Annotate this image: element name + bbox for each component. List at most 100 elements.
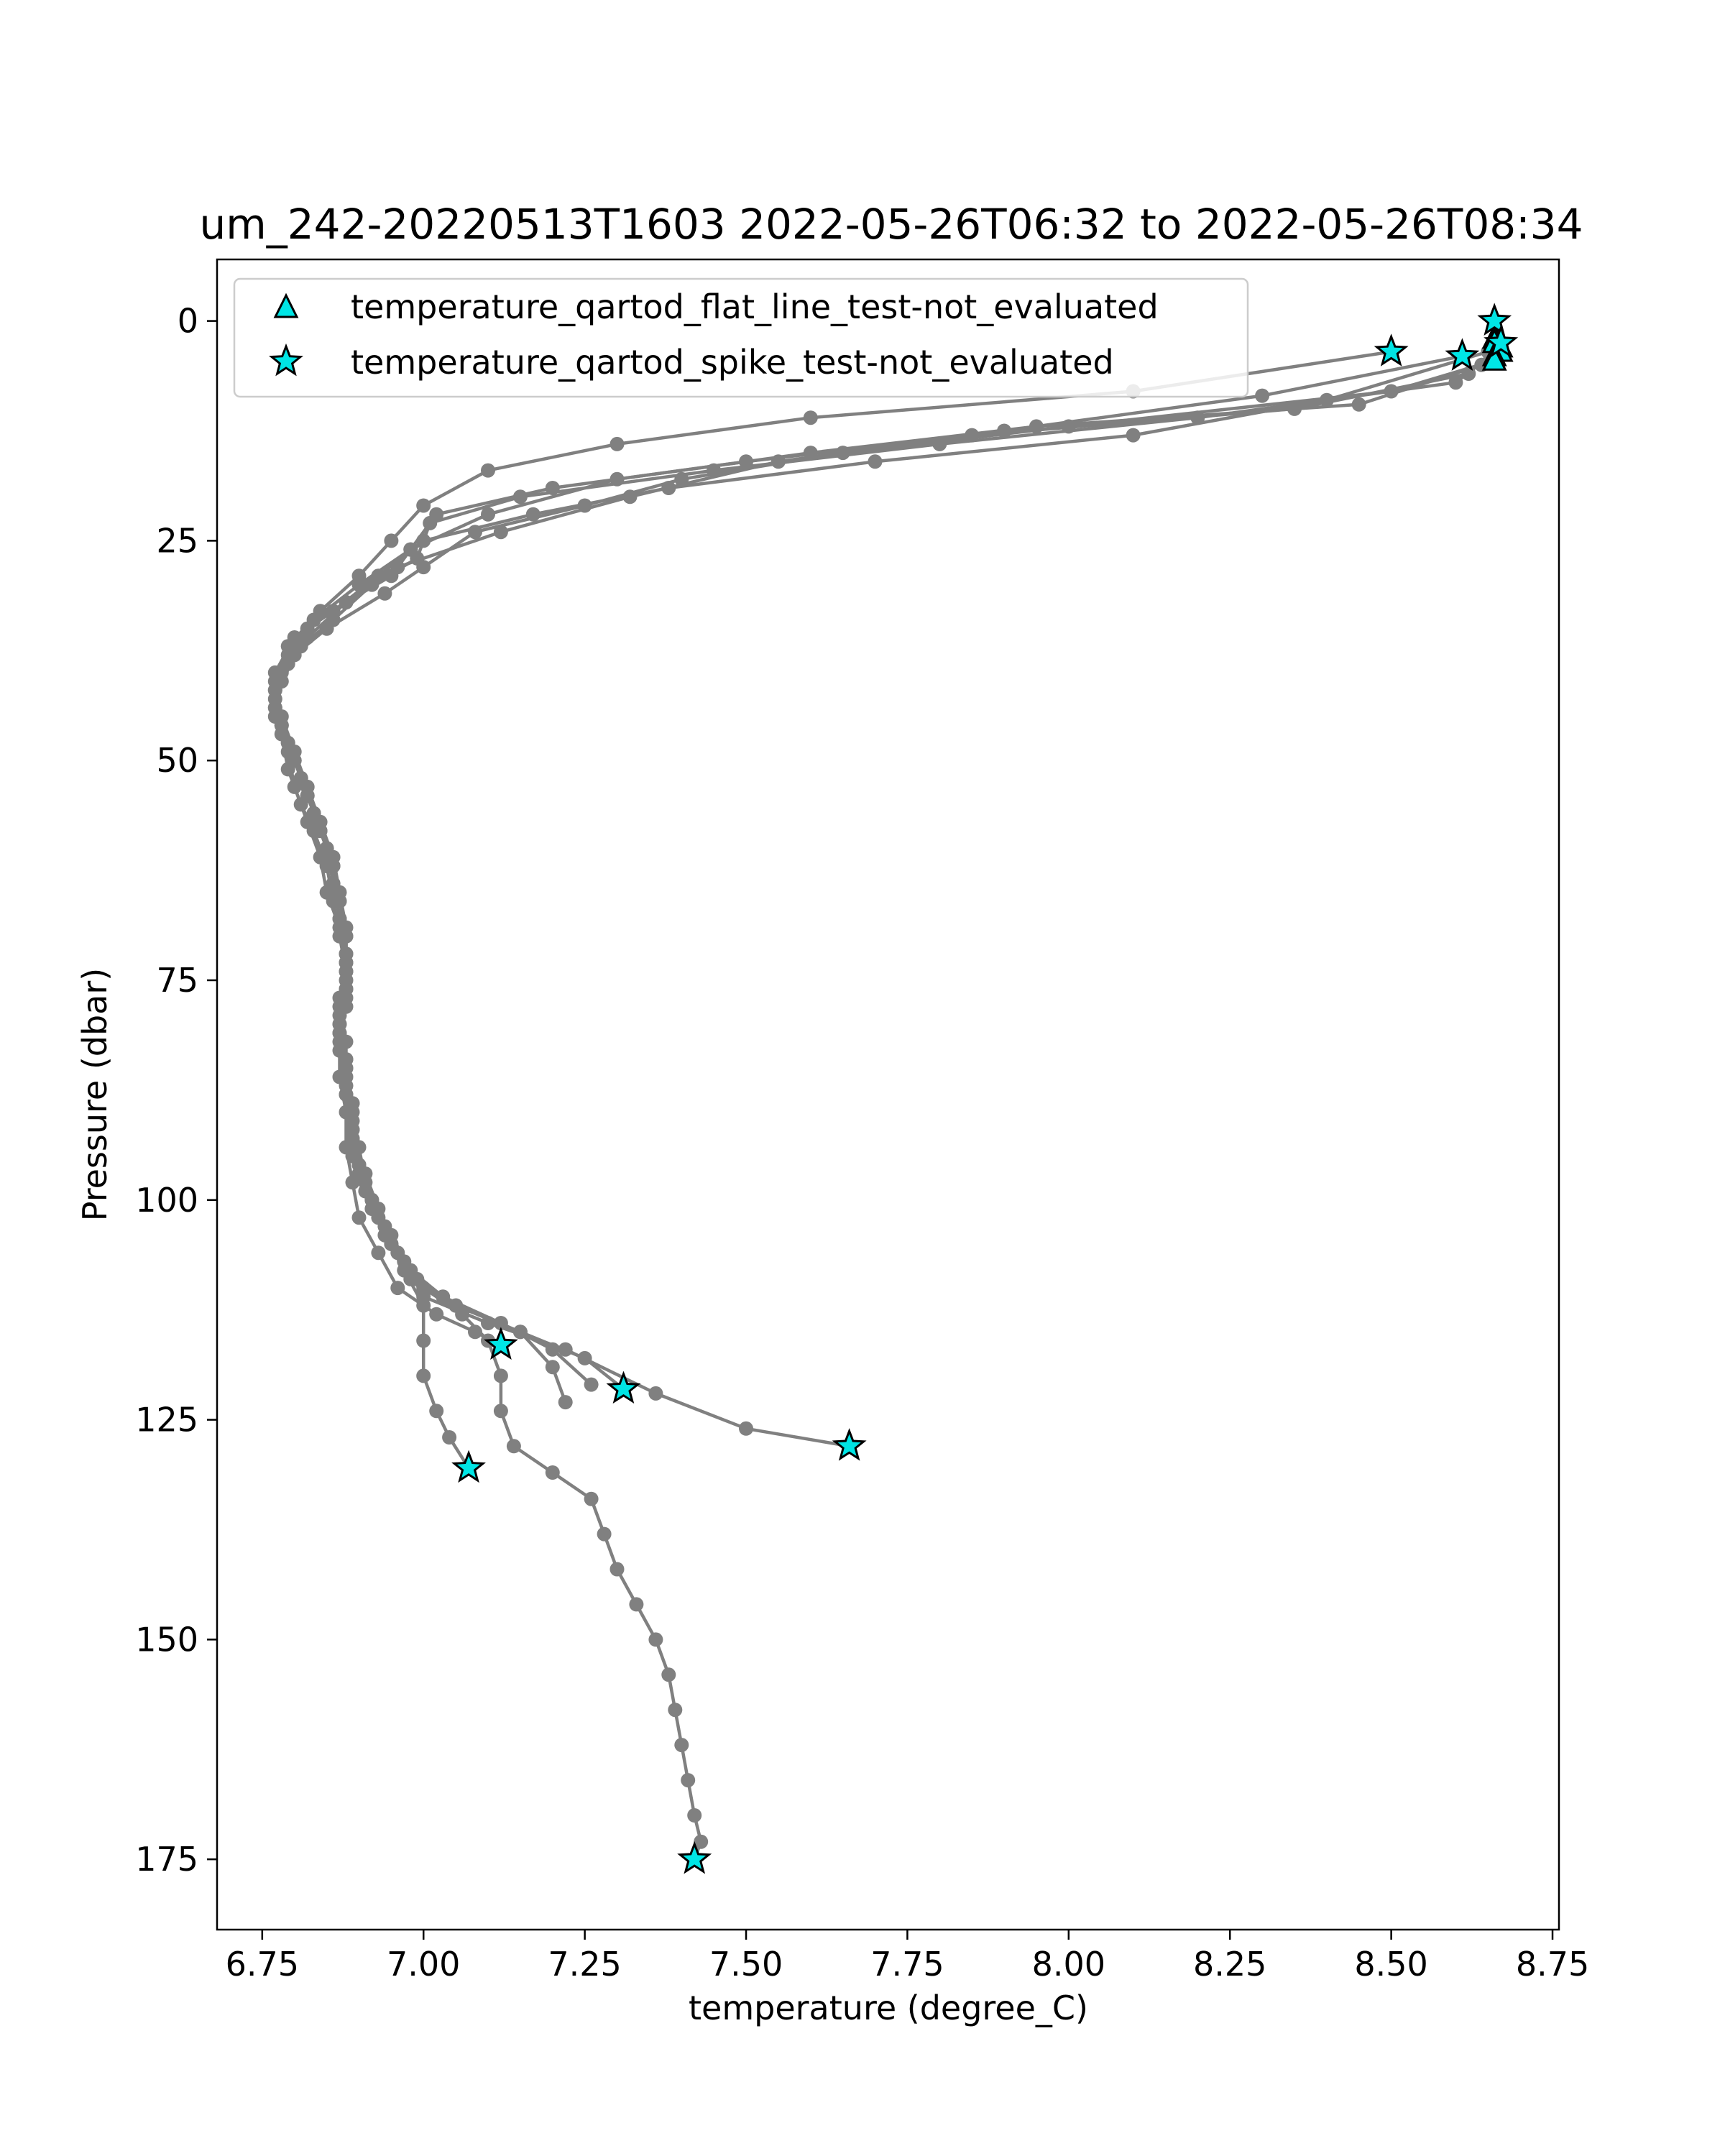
data-point (610, 436, 625, 451)
chart-title: um_242-20220513T1603 2022-05-26T06:32 to… (200, 200, 1583, 249)
data-point (326, 876, 341, 891)
data-point (597, 1526, 612, 1542)
data-point (545, 1360, 560, 1375)
data-point (267, 700, 282, 715)
x-tick-label: 7.00 (387, 1945, 460, 1984)
series-line (273, 359, 1495, 1448)
legend: temperature_qartod_flat_line_test-not_ev… (233, 277, 1249, 398)
y-axis-label: Pressure (dbar) (75, 968, 114, 1221)
data-point (584, 1377, 599, 1392)
plot-frame (216, 258, 1560, 1931)
data-point (423, 515, 438, 530)
data-point (416, 498, 431, 513)
spike-flag-marker (1477, 303, 1512, 336)
data-point (610, 1562, 625, 1577)
data-point (339, 1052, 354, 1067)
data-point (1319, 392, 1334, 407)
data-point (339, 946, 354, 962)
x-tick-label: 8.50 (1354, 1945, 1427, 1984)
data-point (377, 586, 392, 601)
data-point (493, 525, 508, 540)
data-point (274, 665, 289, 680)
spike-flag-marker (451, 1450, 486, 1483)
data-point (545, 1465, 560, 1480)
data-point (339, 1087, 354, 1102)
spike-flag-marker (1445, 338, 1480, 371)
series-line (273, 320, 1503, 1347)
series-line (273, 346, 1502, 1391)
data-point (1448, 375, 1463, 390)
data-point (1351, 397, 1366, 412)
series-1 (267, 313, 1509, 1353)
data-point (481, 463, 495, 478)
data-point (622, 489, 638, 505)
series-line (273, 350, 1392, 1403)
data-point (558, 1342, 573, 1357)
data-point (770, 454, 786, 469)
data-point (687, 1808, 702, 1823)
series-5 (267, 357, 1489, 1867)
data-point (668, 1703, 683, 1718)
series-3 (267, 353, 1502, 1454)
data-point (545, 1342, 560, 1357)
y-tick-label: 0 (178, 302, 198, 341)
data-point (648, 1386, 663, 1401)
data-point (319, 841, 334, 856)
data-point (629, 1597, 644, 1612)
data-point (332, 911, 347, 926)
x-tick-label: 8.75 (1516, 1945, 1589, 1984)
legend-star-icon (269, 343, 303, 377)
data-point (403, 542, 418, 557)
data-point (512, 489, 528, 505)
data-point (481, 507, 495, 522)
x-tick-label: 8.25 (1193, 1945, 1266, 1984)
data-point (339, 595, 354, 609)
series-2 (267, 340, 1509, 1396)
x-tick-label: 7.75 (870, 1945, 944, 1984)
data-point (442, 1430, 457, 1445)
data-point (280, 639, 295, 654)
data-point (416, 1298, 431, 1313)
series-line (273, 363, 1482, 1860)
data-point (339, 982, 354, 997)
data-point (313, 604, 328, 619)
data-point (351, 568, 367, 584)
data-point (558, 1395, 573, 1410)
legend-label-spike: temperature_qartod_spike_test-not_evalua… (351, 343, 1114, 382)
y-tick-label: 175 (135, 1840, 198, 1879)
data-point (997, 423, 1012, 438)
data-point (416, 1333, 431, 1348)
data-point (493, 1316, 508, 1330)
legend-label-flat-line: temperature_qartod_flat_line_test-not_ev… (351, 287, 1159, 326)
spike-flag-marker (484, 1327, 518, 1360)
y-axis: 0 25 50 75 100 125 150 175 (135, 302, 217, 1879)
data-point (293, 770, 308, 786)
x-tick-label: 7.25 (548, 1945, 621, 1984)
y-tick-label: 150 (135, 1620, 198, 1659)
data-point (525, 507, 540, 522)
data-point (493, 1404, 508, 1419)
data-point (364, 1192, 380, 1207)
data-point (300, 630, 315, 645)
data-point (403, 1263, 418, 1278)
data-point (306, 806, 321, 821)
data-point (416, 1368, 431, 1383)
plot-flags (451, 303, 1519, 1874)
data-point (1255, 388, 1270, 403)
flat-line-flag-marker (1481, 345, 1507, 371)
y-tick-label: 25 (156, 521, 198, 560)
series-6 (267, 344, 1399, 1410)
x-axis: 6.75 7.00 7.25 7.50 7.75 8.00 8.25 8.50 8.75 (226, 1930, 1589, 1984)
data-point (280, 735, 295, 750)
x-axis-label: temperature (degree_C) (689, 1989, 1088, 2027)
data-point (332, 1017, 347, 1032)
data-point (390, 560, 405, 575)
data-point (384, 533, 399, 548)
data-point (868, 454, 883, 469)
data-point (803, 410, 818, 425)
data-point (661, 1667, 676, 1682)
plot-lines (267, 313, 1509, 1867)
data-point (1126, 428, 1141, 443)
data-point (351, 1210, 367, 1225)
